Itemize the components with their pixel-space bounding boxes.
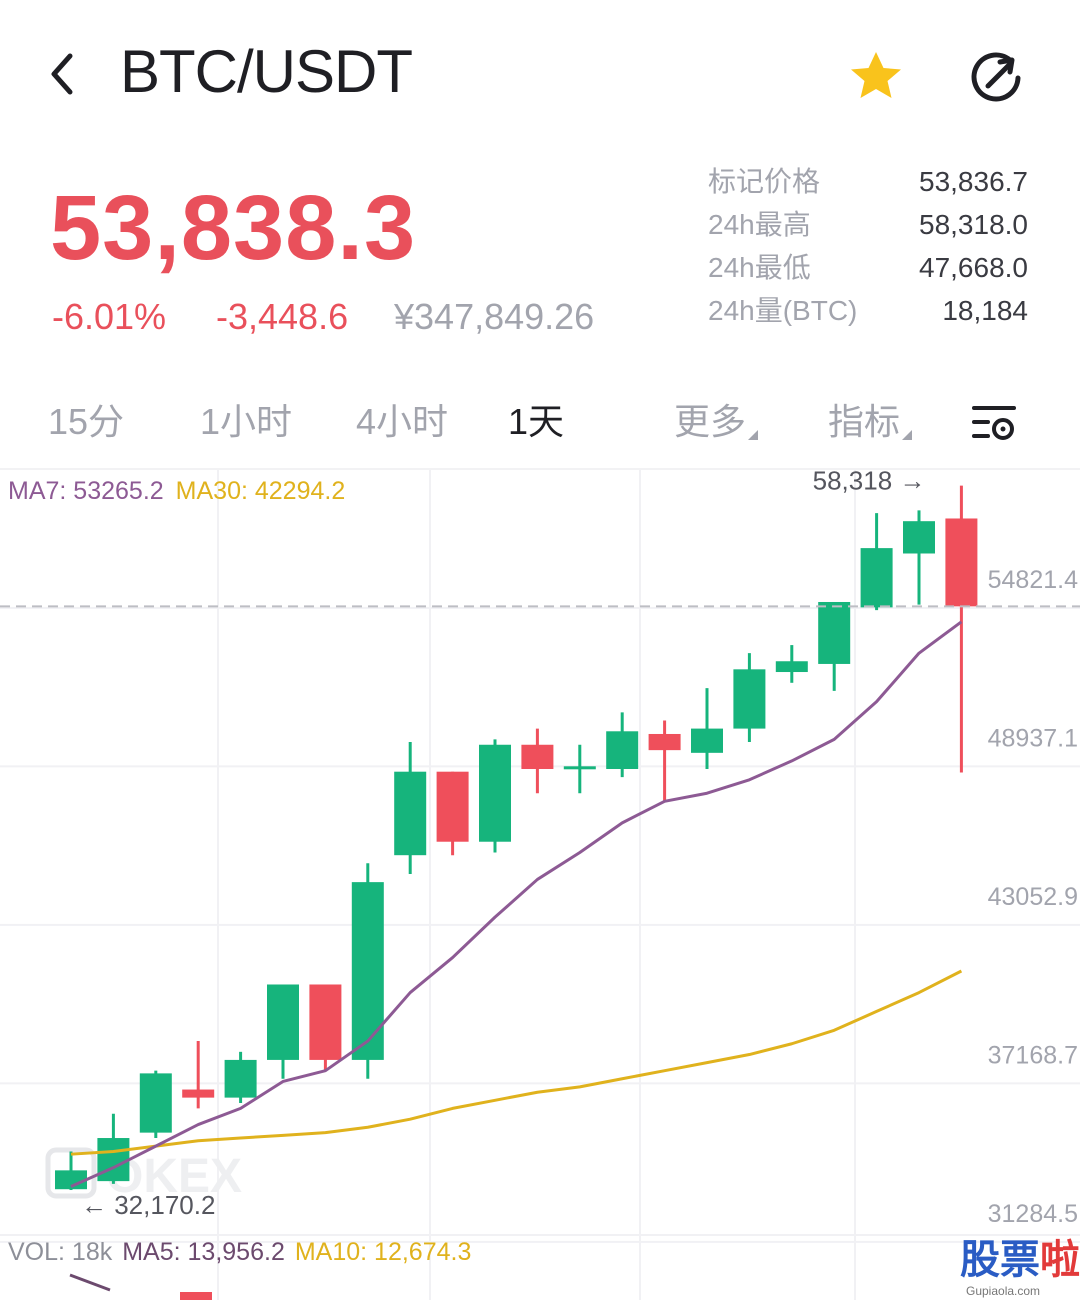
stat-label-24h-low: 24h最低 [708,252,811,283]
last-price: 53,838.3 [50,177,417,279]
y-tick-label: 43052.9 [988,883,1078,911]
y-tick-label: 37168.7 [988,1041,1078,1069]
chart-settings-icon[interactable] [970,398,1018,446]
candle-body-up [733,669,766,729]
candle-body-up [903,521,935,554]
y-tick-label: 54821.4 [988,566,1078,594]
ma30-value: MA30: 42294.2 [175,477,346,505]
ma30-line [70,969,963,1156]
watermark-text-b: 啦 [1040,1238,1080,1282]
stat-value-24h-low: 47,668.0 [919,252,1028,283]
tab-15min[interactable]: 15分 [48,401,125,442]
share-icon[interactable] [966,46,1026,106]
ma-indicator-legend: MA7: 53265.2 MA30: 42294.2 [8,475,345,507]
candle-body-up [775,661,808,673]
watermark-url: Gupiaola.com [966,1284,1041,1298]
candle-body-up [351,882,384,1060]
candle-body-down [648,733,681,751]
volume-ma5-value: MA5: 13,956.2 [122,1238,285,1266]
favorite-star-icon[interactable] [846,48,906,104]
candle-body-up [691,728,723,753]
candle-body-down [521,744,554,769]
candle-body-up [97,1138,130,1182]
candle-body-up [563,766,596,770]
pair-title: BTC/USDT [120,38,413,105]
candle-body-up [606,731,639,769]
tab-4hour[interactable]: 4小时 [356,401,449,442]
candle-body-up [139,1073,172,1133]
candle-body-up [267,984,299,1060]
site-watermark: 股票啦 [960,1236,1080,1284]
volume-bar [180,1292,212,1300]
candle-body-down [182,1089,215,1098]
tab-1day[interactable]: 1天 [508,401,565,442]
price-cny: ¥347,849.26 [394,296,595,337]
candlestick-chart[interactable]: 54821.448937.143052.937168.731284.5OKEX5… [0,470,1080,1300]
stat-value-24h-volume: 18,184 [942,295,1028,326]
tab-indicators-label: 指标 [828,401,901,442]
back-chevron-left-icon[interactable] [40,46,96,102]
change-percent: -6.01% [52,296,167,337]
candle-body-up [224,1059,257,1098]
change-absolute: -3,448.6 [216,296,349,337]
volume-indicator-legend: VOL: 18k MA5: 13,956.2 MA10: 12,674.3 [8,1236,471,1268]
tabs-divider [0,468,1080,470]
tab-indicators[interactable]: 指标 [828,400,913,444]
okex-logo-icon [45,1147,97,1199]
watermark-text-a: 股票 [960,1238,1040,1282]
stat-label-24h-volume: 24h量(BTC) [708,295,858,326]
candle-body-down [436,771,469,842]
tab-more[interactable]: 更多 [674,400,759,444]
high-price-label: 58,318 → [813,470,926,496]
dropdown-triangle-icon [748,430,759,440]
y-tick-label: 31284.5 [988,1200,1078,1228]
volume-ma10-value: MA10: 12,674.3 [294,1238,472,1266]
stat-label-mark-price: 标记价格 [708,166,821,197]
tab-1hour[interactable]: 1小时 [200,401,293,442]
stat-value-24h-high: 58,318.0 [919,209,1028,240]
tab-more-label: 更多 [674,401,747,442]
dropdown-triangle-icon [902,430,913,440]
ma7-value: MA7: 53265.2 [8,477,164,505]
candle-body-up [479,744,511,842]
y-tick-label: 48937.1 [988,724,1078,752]
volume-ma5-line [69,1273,111,1292]
candle-body-down [309,984,342,1060]
low-price-label: ← 32,170.2 [81,1190,215,1220]
candle-body-up [394,771,427,856]
candle-body-up [860,548,893,608]
candle-body-up [818,601,851,664]
stat-label-24h-high: 24h最高 [708,209,811,240]
volume-value: VOL: 18k [8,1238,113,1266]
stat-value-mark-price: 53,836.7 [919,166,1028,197]
candle-body-down [945,518,978,607]
ma7-line [70,620,963,1188]
